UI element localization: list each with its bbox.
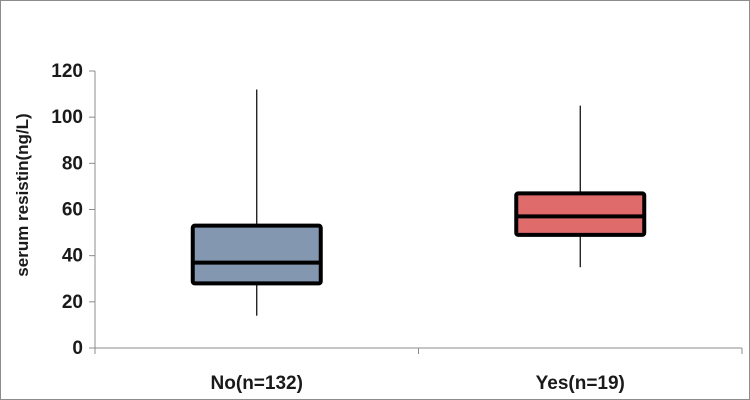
y-tick-label: 20 bbox=[62, 292, 83, 313]
y-tick-label: 60 bbox=[62, 200, 83, 221]
y-tick-label: 120 bbox=[51, 61, 83, 82]
box-0 bbox=[190, 89, 323, 316]
box-1 bbox=[514, 105, 647, 268]
x-category-label: No(n=132) bbox=[211, 373, 303, 394]
y-axis-ticks: 0 20 40 60 80 100 120 bbox=[51, 61, 95, 359]
interquartile-box bbox=[514, 191, 647, 237]
y-tick-label: 40 bbox=[62, 246, 83, 267]
x-category-label: Yes(n=19) bbox=[536, 373, 625, 394]
boxes bbox=[190, 89, 647, 316]
interquartile-box bbox=[190, 223, 323, 286]
y-axis-title: serum resistin(ng/L) bbox=[13, 113, 32, 276]
y-tick-label: 80 bbox=[62, 153, 83, 174]
y-tick-label: 0 bbox=[72, 338, 83, 359]
x-axis-labels: No(n=132) Yes(n=19) bbox=[211, 373, 625, 394]
y-tick-label: 100 bbox=[51, 107, 83, 128]
